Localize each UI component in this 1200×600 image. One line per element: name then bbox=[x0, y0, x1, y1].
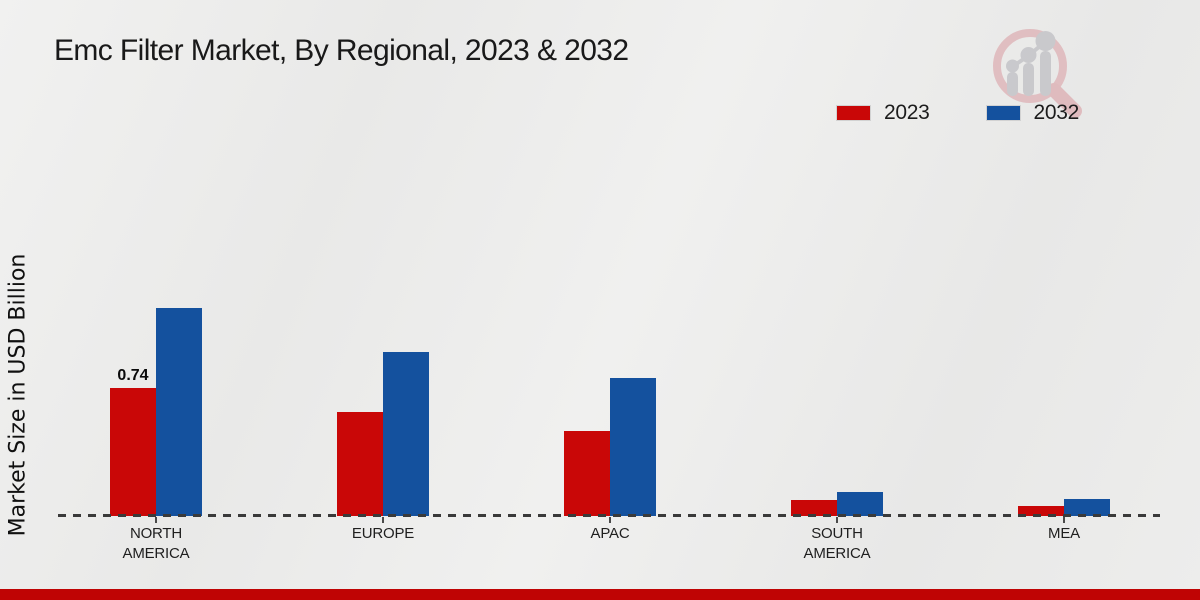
bar-2032-apac bbox=[610, 378, 656, 516]
bar-trend-glyph bbox=[1006, 31, 1056, 96]
x-axis-label-north-america: NORTH AMERICA bbox=[122, 525, 190, 563]
bar-2023-mea bbox=[1018, 506, 1064, 516]
legend-label-2023: 2023 bbox=[884, 101, 930, 124]
bar-2032-south-america bbox=[837, 492, 883, 516]
legend-label-2032: 2032 bbox=[1033, 101, 1080, 124]
bar-2023-apac bbox=[564, 431, 610, 516]
market-research-magnifier-logo bbox=[993, 29, 1082, 118]
bar-2032-europe bbox=[383, 352, 429, 516]
x-axis-tick-south-america bbox=[836, 517, 838, 523]
legend-swatch-2032 bbox=[985, 105, 1021, 121]
x-axis-label-apac: APAC bbox=[590, 525, 630, 542]
bar-2023-europe bbox=[337, 412, 383, 516]
x-axis-tick-europe bbox=[382, 517, 384, 523]
x-axis-tick-apac bbox=[609, 517, 611, 523]
legend-item-2023: 2023 bbox=[836, 101, 930, 125]
bar-2023-south-america bbox=[791, 500, 837, 516]
x-axis-tick-north-america bbox=[155, 517, 157, 523]
x-axis-label-europe: EUROPE bbox=[351, 525, 415, 542]
footer-bar bbox=[0, 589, 1200, 600]
x-axis-label-south-america: SOUTH AMERICA bbox=[803, 525, 871, 563]
x-axis-line bbox=[58, 514, 1160, 517]
y-axis-label: Market Size in USD Billion bbox=[5, 253, 31, 537]
x-axis-tick-mea bbox=[1063, 517, 1065, 523]
bar-2023-north-america bbox=[110, 388, 156, 516]
chart-title: Emc Filter Market, By Regional, 2023 & 2… bbox=[54, 34, 629, 67]
legend-swatch-2023 bbox=[836, 105, 871, 121]
magnifier-icon bbox=[993, 29, 1082, 118]
x-axis-label-mea: MEA bbox=[1048, 525, 1080, 542]
bar-value-label: 0.74 bbox=[117, 367, 149, 384]
bar-2032-mea bbox=[1064, 499, 1110, 516]
bar-2032-north-america bbox=[156, 308, 202, 516]
legend: 2023 2032 bbox=[836, 101, 1079, 125]
legend-item-2032: 2032 bbox=[985, 101, 1080, 125]
